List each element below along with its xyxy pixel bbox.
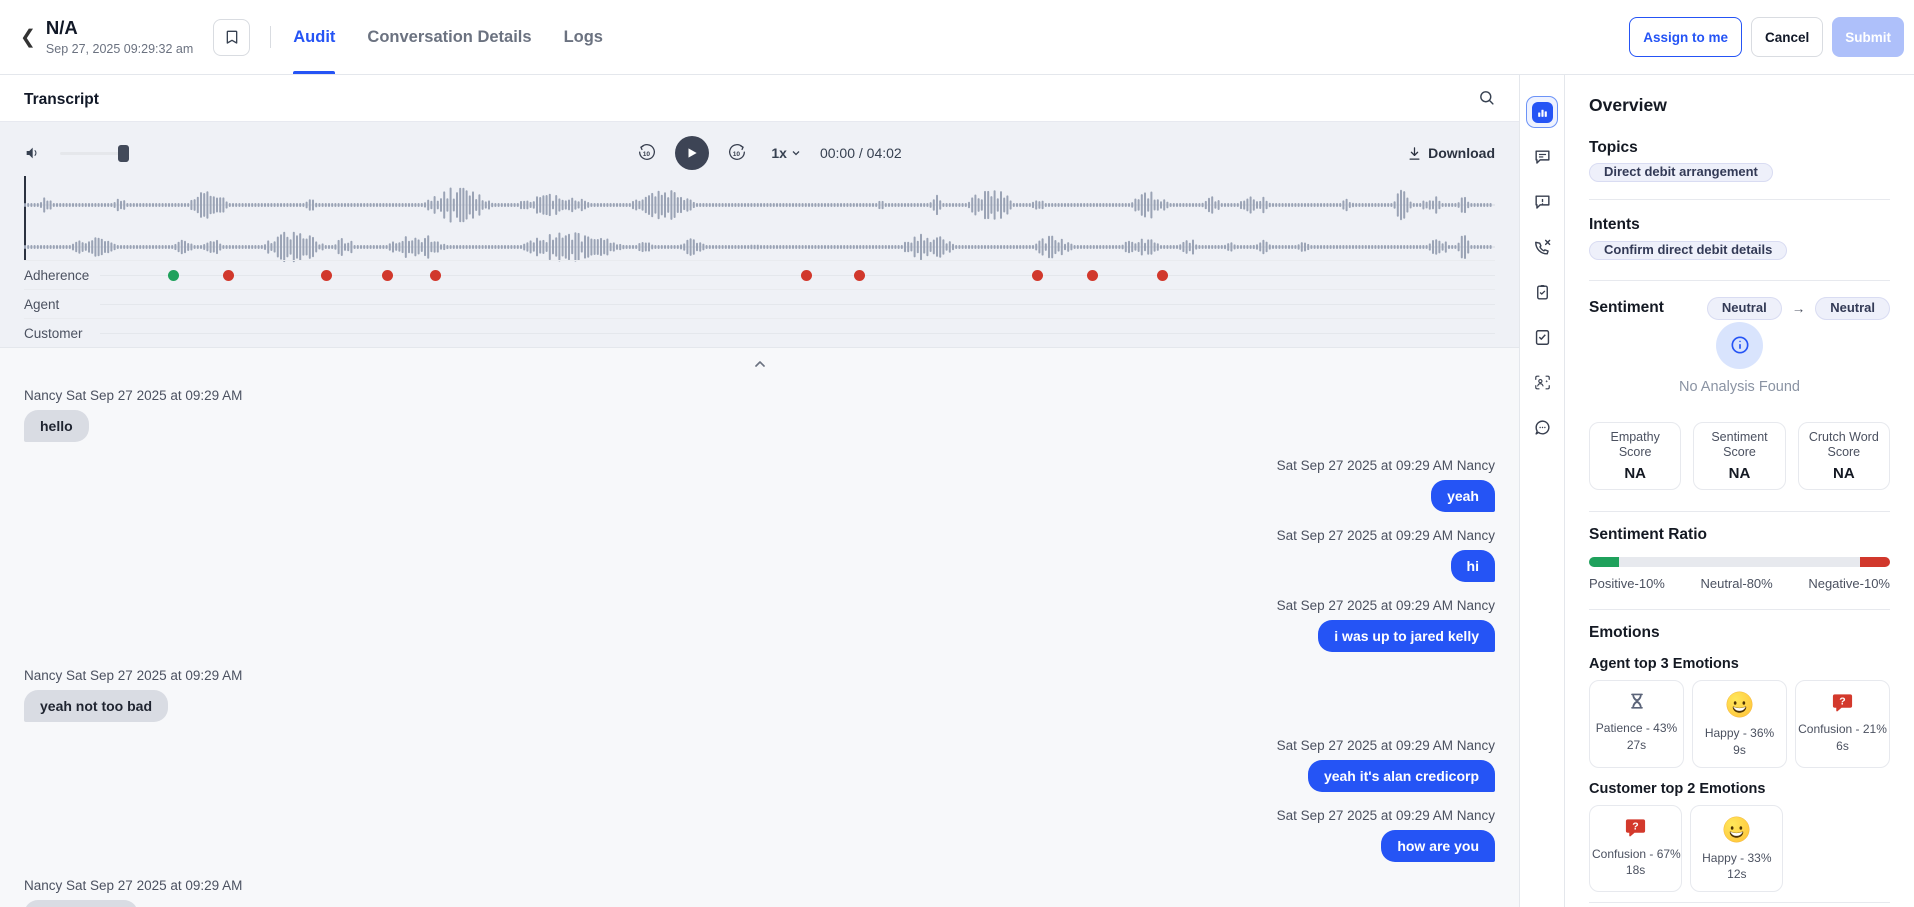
svg-text:10: 10	[643, 151, 651, 158]
svg-text:?: ?	[1632, 820, 1638, 832]
svg-text:?: ?	[1839, 696, 1845, 708]
svg-text:10: 10	[733, 151, 741, 158]
